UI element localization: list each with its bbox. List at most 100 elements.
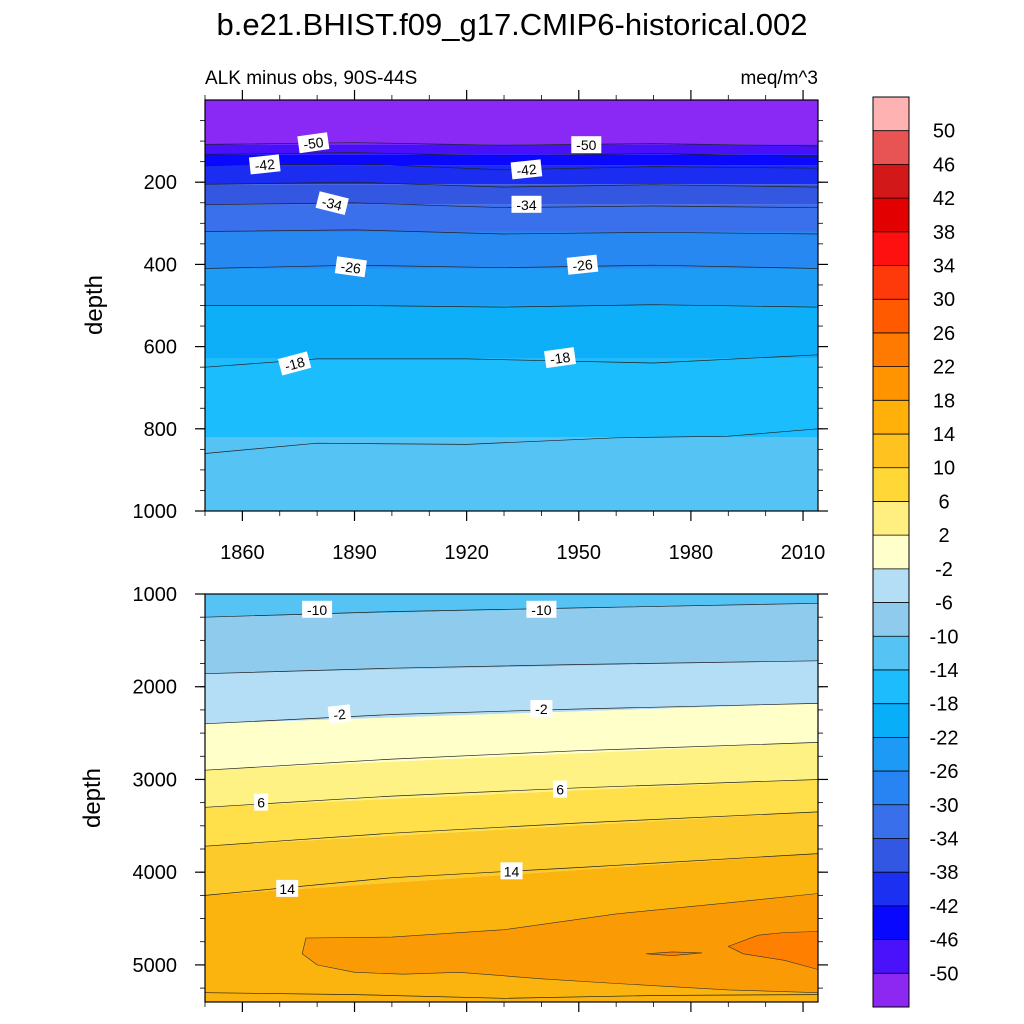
colorbar-swatch-1 — [873, 130, 909, 165]
lower-region-1 — [727, 931, 818, 970]
colorbar-label-5: 30 — [933, 289, 955, 311]
upper-y-tick-label-2: 600 — [144, 337, 177, 359]
colorbar-swatch-18 — [873, 703, 909, 738]
colorbar-swatch-22 — [873, 838, 909, 873]
lower-contour-label-text-5: 6 — [556, 782, 564, 798]
lower-plot-frame — [204, 593, 819, 1003]
colorbar-swatch-0 — [873, 97, 909, 132]
upper-band-7 — [205, 268, 818, 306]
upper-contour-label-text-6: -26 — [340, 258, 362, 277]
colorbar-label-10: 10 — [933, 458, 955, 480]
upper-x-tick-label-0: 1860 — [220, 542, 265, 564]
lower-band-1 — [205, 603, 818, 674]
colorbar-label-2: 42 — [933, 188, 955, 210]
lower-depth-panel: -10 -10 -2 -2 6 6 14 14 1000 2000 3000 4000 5000 de… — [79, 584, 828, 1012]
upper-contour-line-5 — [205, 229, 818, 235]
upper-contour-label-box-7 — [566, 254, 599, 275]
upper-contour-label-4: -34 — [315, 191, 349, 215]
lower-contour-line-5 — [205, 811, 818, 847]
colorbar-swatch-13 — [873, 535, 909, 570]
lower-contour-label-text-0: -10 — [307, 602, 327, 618]
upper-band-0 — [205, 100, 818, 145]
lower-contour-line-1 — [205, 660, 818, 675]
upper-contour-label-box-3 — [510, 159, 543, 180]
lower-contour-line-3 — [205, 742, 818, 771]
colorbar-label-8: 18 — [933, 390, 955, 412]
lower-contour-label-box-2 — [327, 704, 352, 724]
upper-band-2 — [205, 154, 818, 166]
lower-contour-line-6 — [205, 853, 818, 896]
colorbar-label-16: -14 — [930, 660, 959, 682]
upper-contour-label-box-4 — [315, 191, 349, 215]
upper-contour-label-5: -34 — [511, 195, 542, 213]
upper-contour-label-3: -42 — [510, 159, 543, 180]
colorbar-label-22: -38 — [930, 862, 959, 884]
lower-filled-regions — [301, 893, 818, 994]
lower-contour-label-box-4 — [254, 793, 269, 811]
colorbar-swatch-15 — [873, 602, 909, 637]
lower-contour-label-7: 14 — [500, 862, 523, 880]
upper-contour-label-9: -18 — [543, 347, 577, 369]
upper-contour-line-7 — [205, 304, 818, 308]
lower-region-0 — [301, 893, 818, 994]
lower-y-axis-label: depth — [79, 768, 106, 828]
lower-band-2 — [205, 660, 818, 724]
colorbar-swatch-23 — [873, 872, 909, 907]
upper-contour-label-text-5: -34 — [516, 197, 536, 213]
upper-contour-label-box-2 — [248, 154, 281, 175]
colorbar-swatch-21 — [873, 804, 909, 839]
colorbar-swatch-12 — [873, 501, 909, 536]
upper-contour-label-2: -42 — [248, 154, 281, 175]
lower-contour-label-text-4: 6 — [257, 795, 265, 811]
colorbar-label-25: -50 — [930, 963, 959, 985]
lower-contour-label-text-7: 14 — [504, 863, 520, 879]
upper-contour-label-text-4: -34 — [320, 193, 344, 213]
upper-contour-line-1 — [205, 152, 818, 158]
upper-band-1 — [205, 144, 818, 155]
lower-contour-label-3: -2 — [530, 700, 553, 717]
variable-label: ALK minus obs, 90S-44S — [205, 68, 417, 89]
colorbar-label-14: -6 — [935, 593, 953, 615]
colorbar-label-13: -2 — [935, 559, 953, 581]
upper-band-8 — [205, 305, 818, 359]
upper-band-9 — [205, 358, 818, 437]
upper-contour-line-6 — [205, 264, 818, 269]
lower-contour-line-2 — [205, 703, 818, 725]
colorbar-swatch-26 — [873, 973, 909, 1008]
upper-filled-contours — [205, 100, 818, 511]
upper-contour-label-7: -26 — [566, 254, 599, 275]
upper-y-tick-label-3: 800 — [144, 419, 177, 441]
lower-band-3 — [205, 703, 818, 771]
lower-contour-label-box-1 — [526, 600, 557, 618]
upper-depth-panel: -50 -50 -42 -42 -34 -34 -26 -26 -18 -18 200 400 600… — [81, 90, 828, 564]
colorbar-swatch-6 — [873, 299, 909, 334]
upper-contour-label-0: -50 — [297, 132, 330, 154]
upper-band-6 — [205, 231, 818, 269]
upper-contour-label-text-0: -50 — [302, 134, 324, 153]
upper-y-tick-label-1: 400 — [144, 254, 177, 276]
lower-y-tick-label-4: 5000 — [133, 955, 178, 977]
upper-contour-label-text-7: -26 — [572, 256, 594, 274]
colorbar-swatch-8 — [873, 366, 909, 401]
colorbar-frame — [872, 96, 910, 1008]
upper-band-10 — [205, 437, 818, 511]
lower-contour-label-box-7 — [500, 862, 523, 880]
upper-x-tick-label-5: 2010 — [781, 542, 826, 564]
colorbar-label-0: 50 — [933, 121, 955, 143]
colorbar-swatch-4 — [873, 231, 909, 266]
colorbar-label-6: 26 — [933, 323, 955, 345]
colorbar-label-20: -30 — [930, 795, 959, 817]
colorbar-label-23: -42 — [930, 896, 959, 918]
colorbar-swatch-11 — [873, 467, 909, 502]
lower-contour-label-6: 14 — [276, 879, 299, 897]
colorbar-swatch-5 — [873, 265, 909, 300]
colorbar-label-19: -26 — [930, 761, 959, 783]
colorbar-swatch-20 — [873, 771, 909, 806]
colorbar-swatch-24 — [873, 905, 909, 940]
colorbar-swatch-17 — [873, 669, 909, 705]
lower-y-tick-label-0: 1000 — [133, 584, 178, 606]
lower-band-0 — [205, 594, 818, 618]
upper-y-tick-label-0: 200 — [144, 172, 177, 194]
upper-contour-label-box-1 — [571, 136, 602, 154]
upper-contour-label-text-2: -42 — [254, 156, 276, 174]
